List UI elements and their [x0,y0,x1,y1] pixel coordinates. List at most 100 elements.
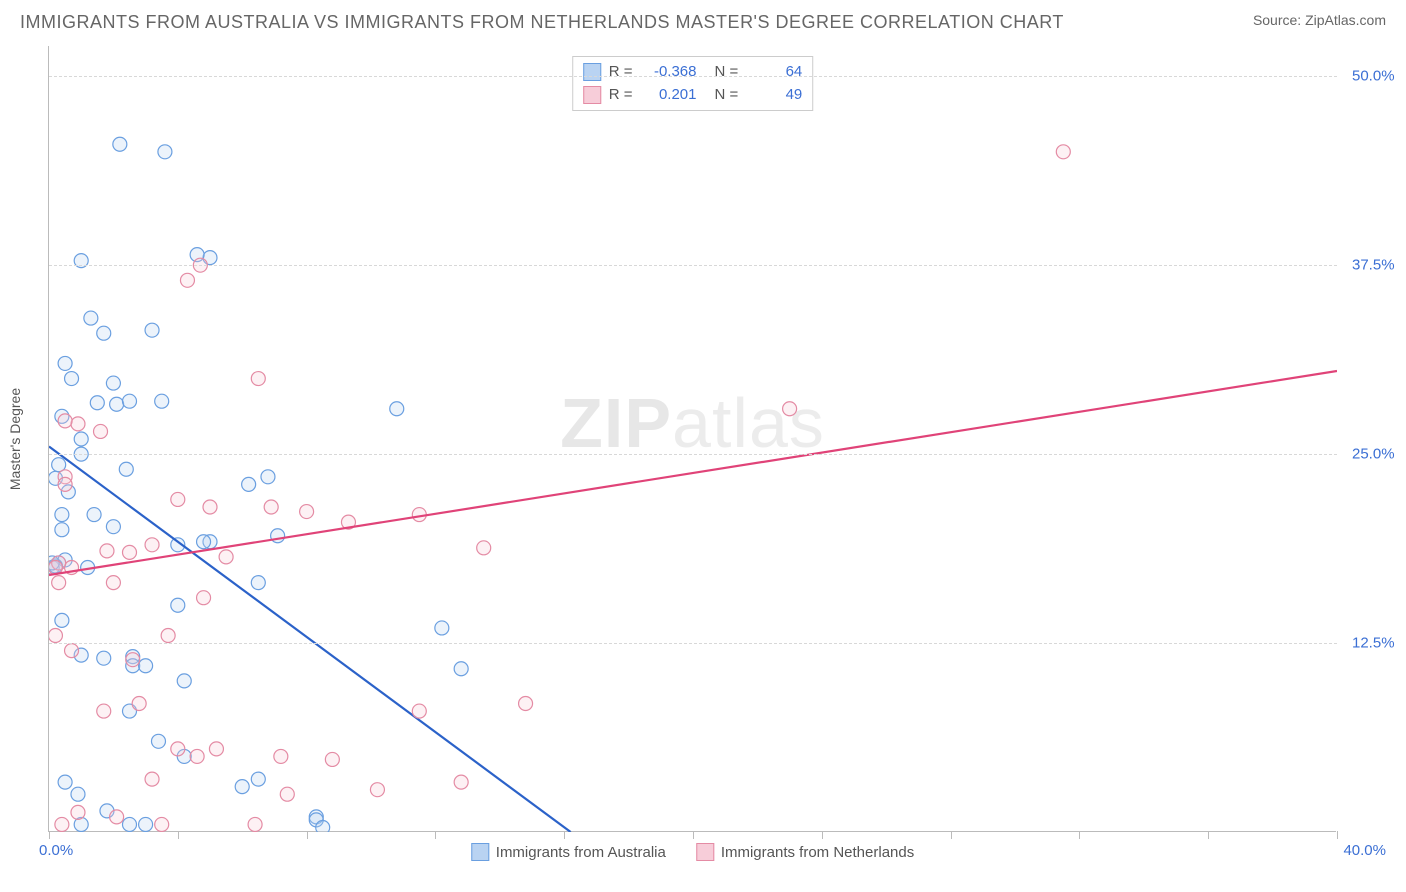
legend-bottom-item-0: Immigrants from Australia [471,843,666,861]
scatter-point [123,817,137,831]
y-tick-label: 50.0% [1340,68,1395,85]
legend-bottom-swatch-0 [471,843,489,861]
y-tick-label: 25.0% [1340,446,1395,463]
x-tick [1208,831,1209,839]
gridline [49,643,1337,644]
scatter-point [1056,145,1070,159]
x-axis-label-max: 40.0% [1343,842,1386,859]
scatter-point [126,653,140,667]
scatter-point [209,742,223,756]
scatter-point [58,356,72,370]
source-label: Source: ZipAtlas.com [1253,12,1386,28]
x-tick [951,831,952,839]
x-tick [49,831,50,839]
scatter-point [84,311,98,325]
gridline [49,265,1337,266]
scatter-point [145,538,159,552]
scatter-point [171,742,185,756]
x-axis-label-min: 0.0% [39,842,73,859]
legend-r-key-1: R = [609,84,633,107]
scatter-point [177,674,191,688]
scatter-point [171,598,185,612]
scatter-point [58,414,72,428]
header: IMMIGRANTS FROM AUSTRALIA VS IMMIGRANTS … [0,0,1406,37]
legend-n-val-1: 49 [746,84,802,107]
scatter-point [106,520,120,534]
scatter-point [106,376,120,390]
scatter-point [280,787,294,801]
scatter-point [155,394,169,408]
scatter-point [261,470,275,484]
scatter-point [454,662,468,676]
scatter-point [87,508,101,522]
x-tick [178,831,179,839]
scatter-point [145,323,159,337]
x-tick [693,831,694,839]
x-tick [822,831,823,839]
scatter-point [71,417,85,431]
scatter-point [139,817,153,831]
scatter-point [390,402,404,416]
plot-wrap: Master's Degree ZIPatlas R = -0.368 N = … [48,46,1386,832]
scatter-point [71,787,85,801]
chart-svg [49,46,1337,832]
legend-n-key-0: N = [715,61,739,84]
legend-top: R = -0.368 N = 64 R = 0.201 N = 49 [572,56,814,111]
scatter-point [477,541,491,555]
scatter-point [74,432,88,446]
scatter-point [325,752,339,766]
scatter-point [151,734,165,748]
x-tick [1079,831,1080,839]
scatter-point [52,576,66,590]
y-tick-label: 37.5% [1340,257,1395,274]
scatter-point [274,749,288,763]
scatter-point [113,137,127,151]
scatter-point [123,545,137,559]
scatter-point [132,697,146,711]
legend-r-val-0: -0.368 [641,61,697,84]
scatter-point [94,424,108,438]
legend-r-val-1: 0.201 [641,84,697,107]
scatter-point [55,817,69,831]
scatter-point [412,704,426,718]
scatter-point [65,372,79,386]
scatter-point [454,775,468,789]
scatter-point [110,810,124,824]
legend-bottom: Immigrants from Australia Immigrants fro… [471,843,914,861]
plot-area: Master's Degree ZIPatlas R = -0.368 N = … [48,46,1336,832]
scatter-point [155,817,169,831]
scatter-point [316,820,330,832]
scatter-point [100,544,114,558]
legend-top-row-0: R = -0.368 N = 64 [583,61,803,84]
scatter-point [49,629,62,643]
scatter-point [519,697,533,711]
legend-n-key-1: N = [715,84,739,107]
scatter-point [300,505,314,519]
scatter-point [435,621,449,635]
y-axis-label: Master's Degree [7,387,23,489]
scatter-point [203,500,217,514]
x-tick [307,831,308,839]
scatter-point [119,462,133,476]
scatter-point [139,659,153,673]
scatter-point [248,817,262,831]
scatter-point [242,477,256,491]
scatter-point [65,644,79,658]
gridline [49,454,1337,455]
scatter-point [235,780,249,794]
scatter-point [58,775,72,789]
legend-bottom-label-0: Immigrants from Australia [496,844,666,861]
scatter-point [90,396,104,410]
scatter-point [190,749,204,763]
scatter-point [783,402,797,416]
legend-swatch-0 [583,63,601,81]
trend-line [49,371,1337,575]
x-tick [435,831,436,839]
scatter-point [251,372,265,386]
scatter-point [97,651,111,665]
scatter-point [171,492,185,506]
scatter-point [219,550,233,564]
scatter-point [264,500,278,514]
x-tick [564,831,565,839]
scatter-point [55,508,69,522]
